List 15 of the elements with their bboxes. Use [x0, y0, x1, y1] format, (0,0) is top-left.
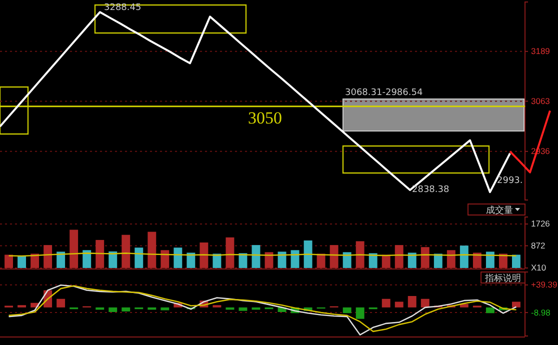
annotation: 3288.45 — [104, 3, 142, 13]
y-tick-label: X10 — [531, 262, 546, 273]
annotation: 指标说明 — [484, 273, 521, 284]
y-tick-label: +39.39 — [531, 280, 558, 290]
ref-line-label: 3050 — [248, 108, 282, 128]
y-tick-label: 1726 — [531, 218, 550, 229]
dropdown: 成交量 — [468, 204, 526, 216]
annotation: 2838.38 — [412, 185, 450, 195]
y-tick-label: 3063 — [531, 96, 550, 106]
button: 指标说明 — [480, 272, 526, 284]
annotation: 2993. — [497, 176, 523, 186]
y-tick-label: -8.98 — [531, 307, 551, 318]
annotation: 3068.31-2986.54 — [345, 88, 423, 98]
y-tick-label: 3189 — [531, 46, 550, 56]
y-tick-label: 872 — [531, 240, 546, 250]
